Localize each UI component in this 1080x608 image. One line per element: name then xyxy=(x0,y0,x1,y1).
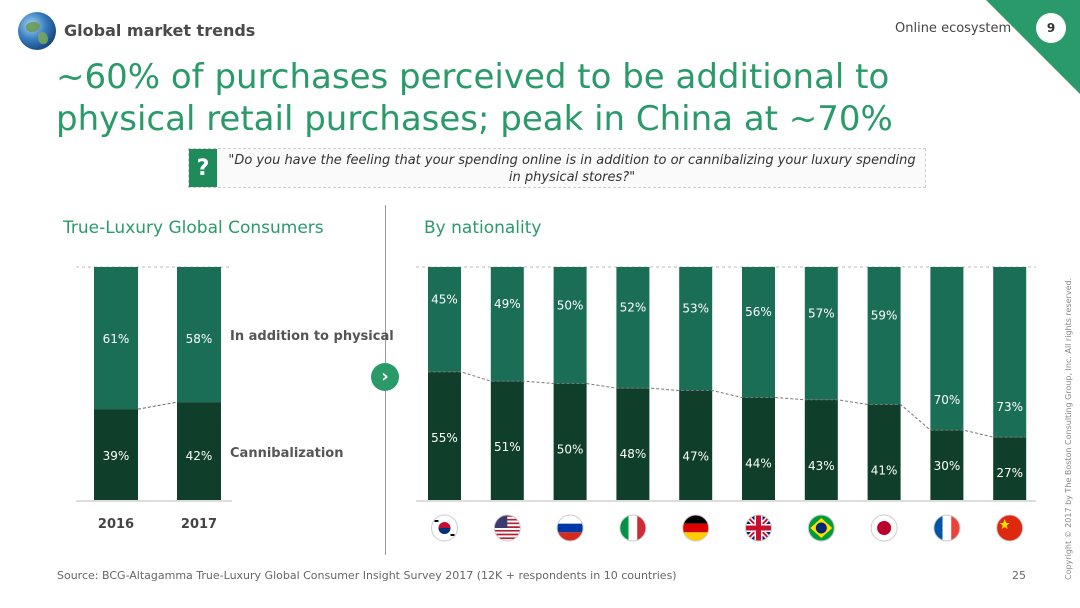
usa-flag-icon xyxy=(494,515,521,541)
label-2016-cannibalization: 39% xyxy=(103,449,130,463)
label-2016-in-addition: 61% xyxy=(103,332,130,346)
bar-brazil-in-addition xyxy=(804,267,838,400)
series-label-cannibalization: Cannibalization xyxy=(230,446,343,461)
page-number: 25 xyxy=(1012,569,1026,582)
bar-japan-cannibalization xyxy=(867,404,901,500)
usa-flag-border xyxy=(493,514,521,542)
chevron-right-icon: › xyxy=(371,363,399,391)
label-2017-in-addition: 58% xyxy=(186,332,213,346)
label-russia-in-addition: 50% xyxy=(557,298,584,312)
title-line-1: ~60% of purchases perceived to be additi… xyxy=(56,57,890,97)
label-italy-cannibalization: 48% xyxy=(620,447,647,461)
bar-uk-in-addition xyxy=(742,267,775,398)
bar-usa-in-addition xyxy=(490,267,524,382)
bar-korea-cannibalization xyxy=(428,371,461,500)
corner-tab xyxy=(986,0,1080,94)
bar-2017-in-addition xyxy=(177,267,221,403)
page-title: ~60% of purchases perceived to be additi… xyxy=(56,56,956,140)
label-japan-in-addition: 59% xyxy=(871,309,898,323)
header-title: Global market trends xyxy=(64,21,256,40)
uk-flag-icon xyxy=(745,515,772,541)
brazil-flag-icon xyxy=(808,515,835,541)
brazil-flag-border xyxy=(807,514,835,542)
bar-russia-in-addition xyxy=(553,267,587,384)
series-label-in-addition: In addition to physical xyxy=(230,329,394,344)
japan-flag-border xyxy=(870,514,898,542)
label-usa-cannibalization: 51% xyxy=(494,440,521,454)
bar-uk-cannibalization xyxy=(742,397,775,500)
france-flag-icon xyxy=(933,515,960,541)
title-line-2: physical retail purchases; peak in China… xyxy=(56,99,893,139)
label-usa-in-addition: 49% xyxy=(494,297,521,311)
bar-russia-cannibalization xyxy=(553,383,587,500)
korea-flag-icon xyxy=(431,515,458,541)
chart-title-nationality: By nationality xyxy=(424,218,542,238)
italy-flag-border xyxy=(619,514,647,542)
tick-label-2016: 2016 xyxy=(98,517,134,532)
copyright-note: Copyright © 2017 by The Boston Consultin… xyxy=(1064,277,1073,580)
label-uk-in-addition: 56% xyxy=(745,305,772,319)
korea-flag-border xyxy=(431,514,458,542)
section-number: 9 xyxy=(1036,13,1066,43)
russia-flag-border xyxy=(556,514,584,542)
label-uk-cannibalization: 44% xyxy=(745,456,772,470)
china-flag-icon xyxy=(996,515,1023,541)
source-note: Source: BCG-Altagamma True-Luxury Global… xyxy=(57,569,677,582)
label-russia-cannibalization: 50% xyxy=(557,443,584,457)
chart2-trend-line xyxy=(428,371,1027,438)
bar-italy-in-addition xyxy=(616,267,650,389)
label-china-in-addition: 73% xyxy=(996,400,1023,414)
bar-2016-in-addition xyxy=(94,267,138,410)
label-italy-in-addition: 52% xyxy=(620,301,647,315)
question-text: "Do you have the feeling that your spend… xyxy=(228,153,916,185)
bar-japan-in-addition xyxy=(867,267,901,405)
germany-flag-border xyxy=(682,514,710,542)
bar-korea-in-addition xyxy=(428,267,461,372)
japan-flag-icon xyxy=(871,515,898,541)
bar-france-in-addition xyxy=(930,267,964,431)
bar-china-cannibalization xyxy=(993,437,1027,500)
question-mark-icon: ? xyxy=(189,149,217,187)
label-france-in-addition: 70% xyxy=(934,393,961,407)
tick-label-2017: 2017 xyxy=(181,517,217,532)
bar-brazil-cannibalization xyxy=(804,399,838,500)
bar-germany-in-addition xyxy=(679,267,713,391)
label-france-cannibalization: 30% xyxy=(934,459,961,473)
label-japan-cannibalization: 41% xyxy=(871,463,898,477)
bar-china-in-addition xyxy=(993,267,1027,438)
bar-2017-cannibalization xyxy=(177,402,221,500)
label-germany-cannibalization: 47% xyxy=(682,449,709,463)
bar-italy-cannibalization xyxy=(616,388,650,500)
globe-icon xyxy=(18,12,56,50)
germany-flag-icon xyxy=(682,515,709,541)
question-box: ? "Do you have the feeling that your spe… xyxy=(188,148,926,188)
bar-france-cannibalization xyxy=(930,430,964,500)
label-korea-cannibalization: 55% xyxy=(431,431,458,445)
label-2017-cannibalization: 42% xyxy=(186,449,213,463)
italy-flag-icon xyxy=(619,515,646,541)
label-brazil-in-addition: 57% xyxy=(808,306,835,320)
bar-2016-cannibalization xyxy=(94,409,138,500)
label-china-cannibalization: 27% xyxy=(996,466,1023,480)
russia-flag-icon xyxy=(557,515,584,541)
chart1-trend-line xyxy=(137,401,178,410)
china-flag-border xyxy=(996,514,1024,542)
bar-usa-cannibalization xyxy=(490,381,524,500)
bar-germany-cannibalization xyxy=(679,390,713,500)
label-korea-in-addition: 45% xyxy=(431,292,458,306)
chart-title-global: True-Luxury Global Consumers xyxy=(63,218,324,238)
section-label: Online ecosystem xyxy=(895,21,1012,36)
france-flag-border xyxy=(933,514,961,542)
label-germany-in-addition: 53% xyxy=(682,302,709,316)
uk-flag-border xyxy=(745,514,772,542)
label-brazil-cannibalization: 43% xyxy=(808,459,835,473)
